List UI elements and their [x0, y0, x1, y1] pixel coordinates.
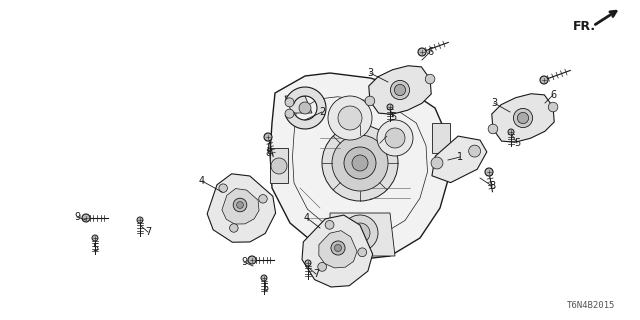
- Circle shape: [285, 109, 294, 118]
- Circle shape: [271, 158, 287, 174]
- Text: 3: 3: [367, 68, 373, 78]
- Circle shape: [318, 262, 326, 271]
- Circle shape: [394, 84, 406, 96]
- Circle shape: [377, 120, 413, 156]
- Circle shape: [259, 195, 268, 203]
- Circle shape: [261, 275, 267, 281]
- Polygon shape: [285, 87, 326, 129]
- Circle shape: [390, 80, 410, 100]
- Polygon shape: [432, 136, 487, 183]
- Text: 6: 6: [427, 47, 433, 57]
- Text: 2: 2: [319, 107, 325, 117]
- Polygon shape: [330, 213, 395, 256]
- Circle shape: [335, 244, 342, 252]
- Text: 9: 9: [74, 212, 80, 222]
- Circle shape: [365, 96, 375, 106]
- Text: 7: 7: [145, 227, 151, 237]
- Polygon shape: [369, 66, 431, 114]
- Text: 5: 5: [390, 112, 396, 122]
- Circle shape: [285, 98, 294, 107]
- Text: 9: 9: [241, 257, 247, 267]
- Text: T6N4B2015: T6N4B2015: [566, 301, 615, 310]
- Circle shape: [468, 145, 481, 157]
- Circle shape: [517, 112, 529, 124]
- Text: 7: 7: [313, 269, 319, 279]
- Text: 4: 4: [199, 176, 205, 186]
- Circle shape: [328, 96, 372, 140]
- Circle shape: [342, 215, 378, 251]
- Text: 4: 4: [304, 213, 310, 223]
- Circle shape: [248, 256, 256, 264]
- Circle shape: [92, 235, 98, 241]
- Circle shape: [352, 155, 368, 171]
- Text: 6: 6: [550, 90, 556, 100]
- Circle shape: [137, 217, 143, 223]
- Circle shape: [385, 128, 405, 148]
- Polygon shape: [302, 215, 372, 287]
- Polygon shape: [270, 73, 450, 260]
- Text: 5: 5: [262, 283, 268, 293]
- Circle shape: [485, 168, 493, 176]
- Text: 3: 3: [491, 98, 497, 108]
- Circle shape: [332, 135, 388, 191]
- Circle shape: [431, 157, 443, 169]
- Polygon shape: [285, 96, 312, 113]
- Polygon shape: [432, 123, 450, 153]
- Circle shape: [82, 214, 90, 222]
- Text: 5: 5: [92, 243, 98, 253]
- Text: FR.: FR.: [573, 20, 596, 33]
- Circle shape: [230, 224, 238, 232]
- Circle shape: [358, 248, 367, 257]
- Circle shape: [418, 48, 426, 56]
- Circle shape: [513, 108, 532, 128]
- Circle shape: [264, 133, 272, 141]
- Circle shape: [305, 260, 311, 266]
- Circle shape: [331, 241, 345, 255]
- Polygon shape: [207, 174, 276, 242]
- Circle shape: [219, 184, 227, 192]
- Circle shape: [508, 129, 514, 135]
- Circle shape: [387, 104, 393, 110]
- Polygon shape: [319, 231, 357, 268]
- Circle shape: [325, 220, 334, 229]
- Circle shape: [548, 102, 558, 112]
- Polygon shape: [492, 94, 554, 142]
- Circle shape: [338, 106, 362, 130]
- Circle shape: [488, 124, 498, 134]
- Circle shape: [344, 147, 376, 179]
- Circle shape: [233, 198, 247, 212]
- Text: 8: 8: [489, 181, 495, 191]
- Polygon shape: [270, 148, 288, 183]
- Text: 1: 1: [457, 152, 463, 162]
- Circle shape: [237, 202, 243, 208]
- Circle shape: [350, 223, 370, 243]
- Circle shape: [299, 102, 311, 114]
- Text: 8: 8: [265, 148, 271, 158]
- Text: 5: 5: [514, 138, 520, 148]
- Circle shape: [322, 125, 398, 201]
- Circle shape: [540, 76, 548, 84]
- Circle shape: [425, 74, 435, 84]
- Polygon shape: [222, 188, 259, 224]
